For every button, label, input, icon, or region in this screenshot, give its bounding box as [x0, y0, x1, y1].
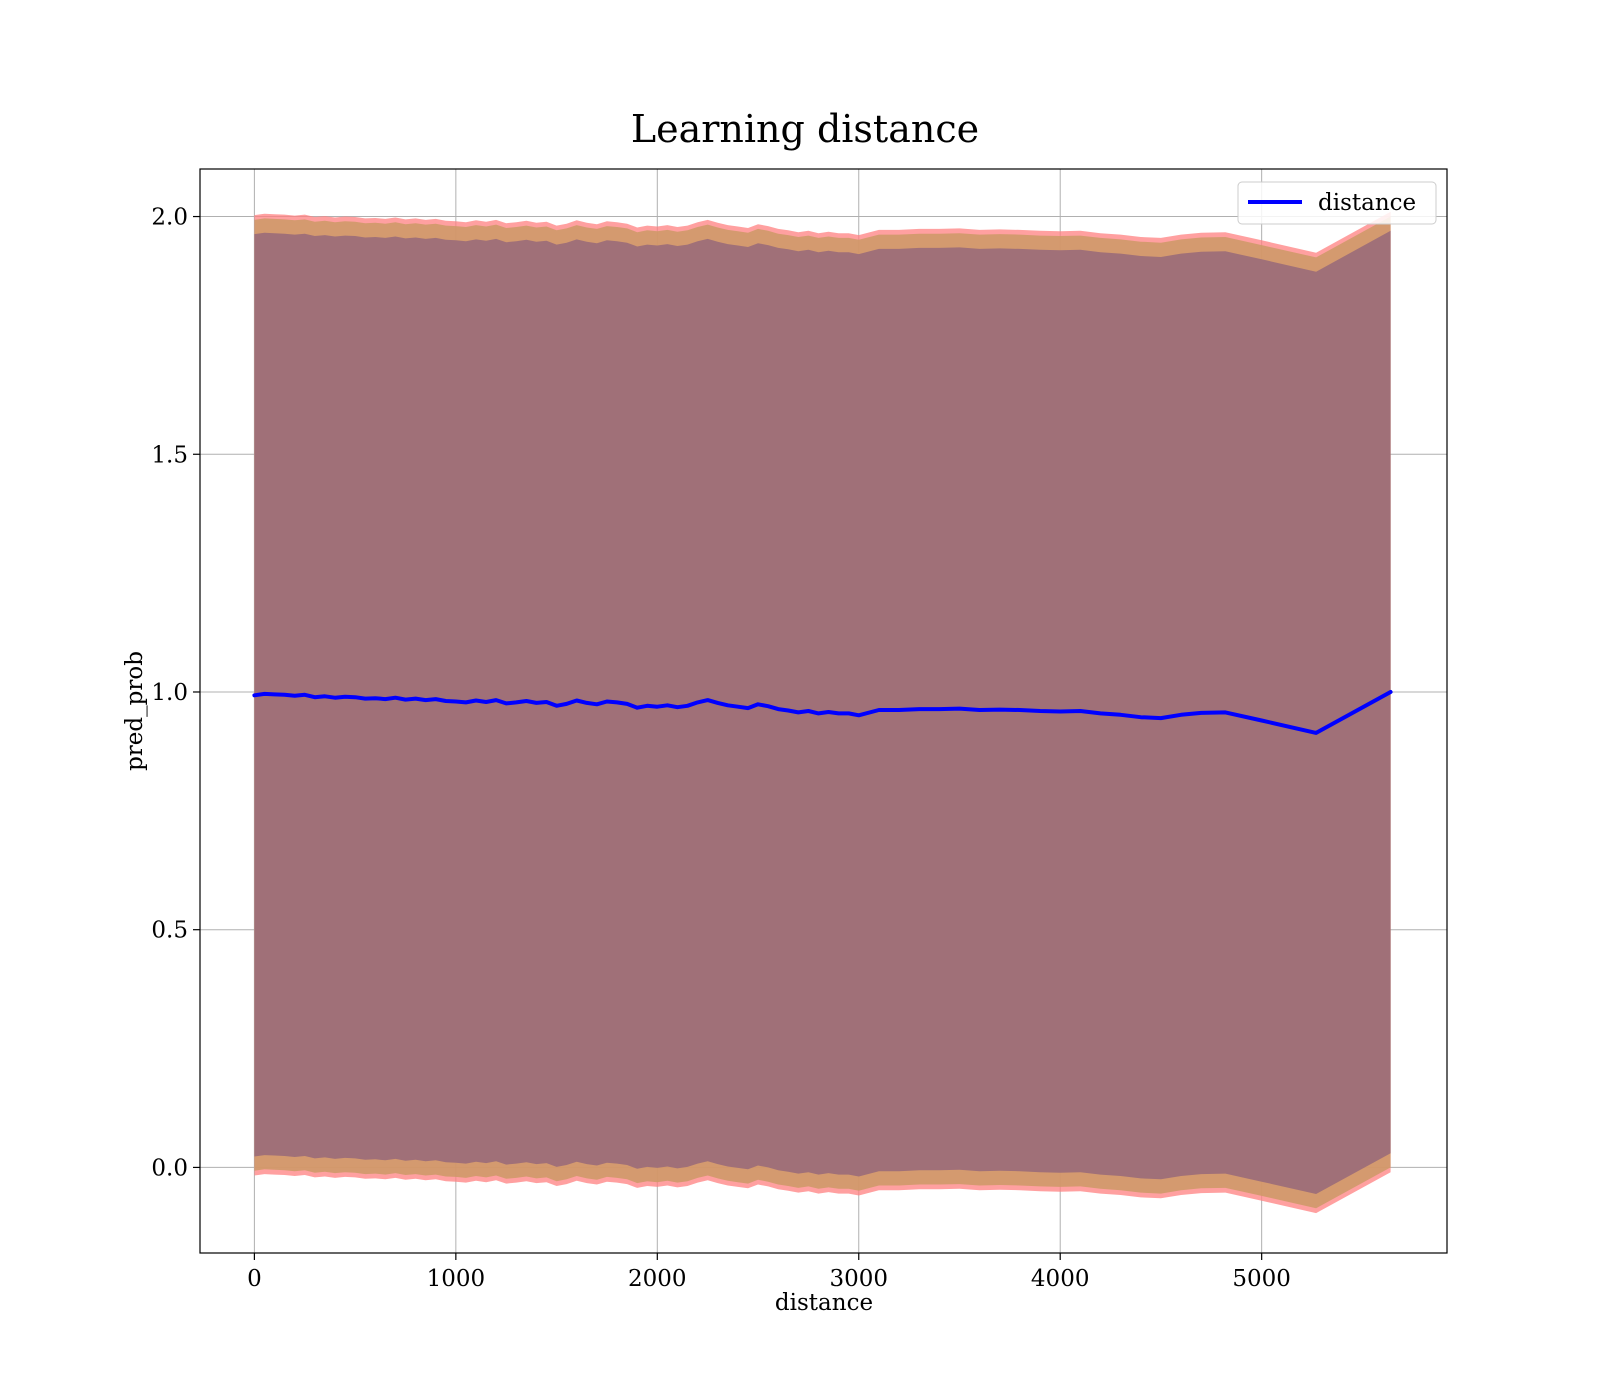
x-tick-label: 1000: [427, 1266, 486, 1292]
y-tick-label: 1.5: [151, 442, 188, 468]
plot-frame: [199, 168, 1448, 1254]
series-line-distance: [252, 690, 1393, 735]
x-axis: 0 1000 2000 3000 4000 5000: [247, 1253, 1291, 1292]
chart-title: Learning distance: [631, 107, 979, 151]
x-tick-label: 4000: [1031, 1266, 1090, 1292]
legend-box: [1237, 181, 1437, 225]
y-axis: 0.0 0.5 1.0 1.5 2.0: [151, 205, 200, 1181]
y-axis-label: pred_prob: [122, 651, 148, 771]
y-tick-label: 1.0: [151, 680, 188, 706]
legend-label-distance: distance: [1318, 190, 1416, 216]
x-tick-label: 3000: [829, 1266, 888, 1292]
legend: distance: [1237, 181, 1437, 225]
x-tick-label: 5000: [1232, 1266, 1291, 1292]
x-tick-label: 0: [247, 1266, 262, 1292]
y-tick-label: 0.5: [151, 918, 188, 944]
y-tick-label: 2.0: [151, 205, 188, 231]
y-tick-label: 0.0: [151, 1155, 188, 1181]
x-tick-label: 2000: [628, 1266, 687, 1292]
x-axis-label: distance: [775, 1290, 873, 1316]
